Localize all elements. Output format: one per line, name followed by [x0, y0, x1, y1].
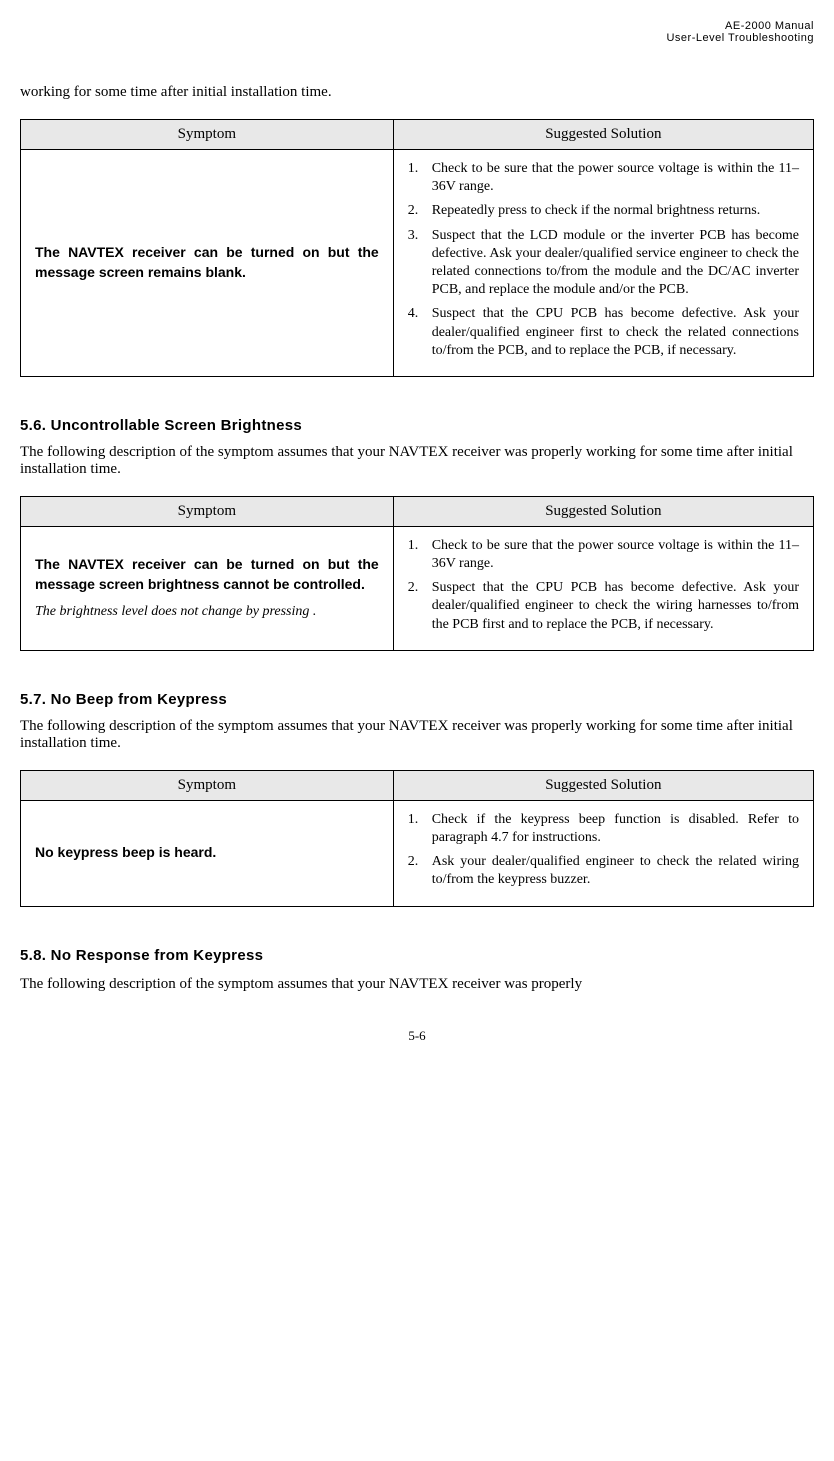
solution-list: Check to be sure that the power source v… [408, 160, 799, 360]
symptom-header: Symptom [21, 120, 394, 150]
solution-item: Suspect that the CPU PCB has become defe… [408, 305, 799, 360]
troubleshoot-table-56: Symptom Suggested Solution The NAVTEX re… [20, 496, 814, 651]
section-56-heading: 5.6. Uncontrollable Screen Brightness [20, 417, 814, 434]
troubleshoot-table-57: Symptom Suggested Solution No keypress b… [20, 770, 814, 907]
solution-item: Check if the keypress beep function is d… [408, 811, 799, 847]
manual-title: AE-2000 Manual [20, 20, 814, 32]
solution-item: Ask your dealer/qualified engineer to ch… [408, 853, 799, 889]
table-row: The NAVTEX receiver can be turned on but… [21, 150, 814, 377]
section-58-intro: The following description of the symptom… [20, 976, 814, 993]
symptom-header: Symptom [21, 770, 394, 800]
table-row: The NAVTEX receiver can be turned on but… [21, 526, 814, 650]
page-header: AE-2000 Manual User-Level Troubleshootin… [20, 20, 814, 44]
troubleshoot-table-55: Symptom Suggested Solution The NAVTEX re… [20, 119, 814, 377]
solution-item: Check to be sure that the power source v… [408, 537, 799, 573]
section-57-intro: The following description of the symptom… [20, 718, 814, 752]
symptom-cell: No keypress beep is heard. [21, 800, 394, 906]
intro-continuation: working for some time after initial inst… [20, 84, 814, 101]
section-57-heading: 5.7. No Beep from Keypress [20, 691, 814, 708]
solution-list: Check to be sure that the power source v… [408, 537, 799, 634]
solution-item: Suspect that the CPU PCB has become defe… [408, 579, 799, 634]
section-56-intro: The following description of the symptom… [20, 444, 814, 478]
solution-cell: Check to be sure that the power source v… [393, 150, 813, 377]
solution-item: Repeatedly press to check if the normal … [408, 202, 799, 220]
solution-cell: Check if the keypress beep function is d… [393, 800, 813, 906]
symptom-note: The brightness level does not change by … [35, 602, 379, 622]
solution-header: Suggested Solution [393, 770, 813, 800]
solution-header: Suggested Solution [393, 496, 813, 526]
solution-header: Suggested Solution [393, 120, 813, 150]
symptom-cell: The NAVTEX receiver can be turned on but… [21, 526, 394, 650]
solution-cell: Check to be sure that the power source v… [393, 526, 813, 650]
symptom-text: The NAVTEX receiver can be turned on but… [35, 556, 379, 592]
solution-item: Check to be sure that the power source v… [408, 160, 799, 196]
chapter-title: User-Level Troubleshooting [20, 32, 814, 44]
symptom-cell: The NAVTEX receiver can be turned on but… [21, 150, 394, 377]
solution-item: Suspect that the LCD module or the inver… [408, 227, 799, 300]
section-58-heading: 5.8. No Response from Keypress [20, 947, 814, 964]
symptom-header: Symptom [21, 496, 394, 526]
table-row: No keypress beep is heard. Check if the … [21, 800, 814, 906]
solution-list: Check if the keypress beep function is d… [408, 811, 799, 890]
page-number: 5-6 [20, 1028, 814, 1044]
